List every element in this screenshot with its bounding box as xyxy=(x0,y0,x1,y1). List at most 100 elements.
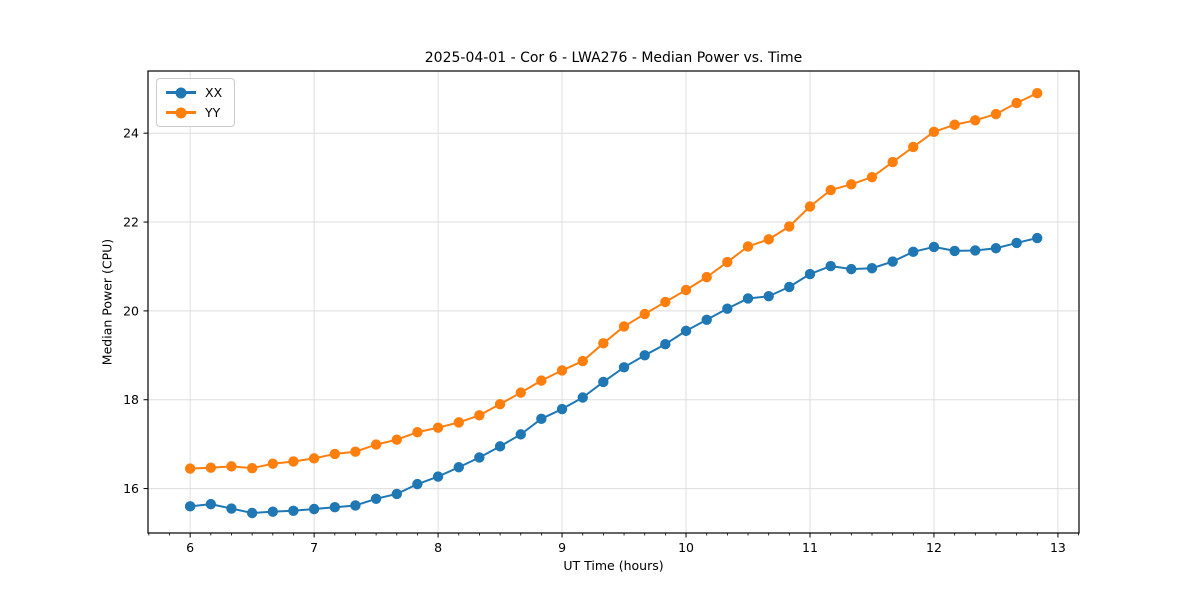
y-tick-label: 24 xyxy=(123,126,139,141)
series-xx-line xyxy=(190,237,1038,515)
y-tick-label: 18 xyxy=(123,392,139,407)
y-tick-label: 22 xyxy=(123,215,139,230)
series-yy-marker xyxy=(370,439,382,450)
legend-marker-icon xyxy=(166,107,196,118)
series-xx-marker xyxy=(639,350,650,361)
series-yy-marker xyxy=(680,284,692,296)
series-xx-marker xyxy=(412,478,423,490)
series-yy-marker xyxy=(412,426,423,438)
chart-title: 2025-04-01 - Cor 6 - LWA276 - Median Pow… xyxy=(424,50,803,66)
series-xx-marker xyxy=(226,503,237,514)
series-yy-marker xyxy=(267,458,279,469)
series-yy-marker xyxy=(908,141,919,153)
series-xx-marker xyxy=(267,506,279,517)
series-xx-marker xyxy=(577,392,588,403)
series-yy-marker xyxy=(618,321,630,332)
x-tick-label: 12 xyxy=(926,540,942,555)
series-xx-marker xyxy=(556,403,568,415)
series-yy-marker xyxy=(887,156,898,168)
grid-lines xyxy=(148,71,1079,533)
series-yy-marker xyxy=(784,221,795,232)
series-xx-marker xyxy=(825,260,836,272)
series-yy-marker xyxy=(246,462,258,474)
x-tick-label: 10 xyxy=(678,540,694,555)
series-yy-marker xyxy=(1032,88,1043,99)
y-tick-label: 16 xyxy=(123,481,139,496)
series-yy-marker xyxy=(763,234,774,245)
series-yy-marker xyxy=(804,201,816,212)
series-yy-marker xyxy=(598,338,609,349)
legend-label: YY xyxy=(205,105,221,120)
series-yy-marker xyxy=(660,296,671,308)
series-yy-marker xyxy=(970,115,981,126)
series-xx-marker xyxy=(784,281,795,293)
series-xx-marker xyxy=(701,314,712,325)
legend-entry-yy: YY xyxy=(166,105,222,120)
series-yy-marker xyxy=(556,365,568,376)
axes-spines xyxy=(147,70,1080,534)
series-yy-marker xyxy=(701,271,712,283)
series-xx-marker xyxy=(722,303,733,314)
series-xx-marker xyxy=(866,263,878,274)
series-xx-marker xyxy=(308,503,320,515)
series-xx-marker xyxy=(474,452,485,463)
series-xx-marker xyxy=(949,245,960,257)
series-yy-marker xyxy=(432,422,444,433)
series-xx-marker xyxy=(1011,237,1022,249)
series-yy-marker xyxy=(308,453,320,464)
series-yy-marker xyxy=(205,462,217,473)
series-yy-marker xyxy=(846,179,857,190)
series-xx-marker xyxy=(680,325,692,337)
series-xx-marker xyxy=(288,505,299,516)
series-xx-marker xyxy=(350,500,361,511)
series-xx-marker xyxy=(536,413,547,425)
series-yy-marker xyxy=(742,241,754,252)
series-xx-marker xyxy=(742,293,754,304)
legend-marker-icon xyxy=(166,87,196,98)
series-xx-marker xyxy=(660,339,671,350)
series-xx-marker xyxy=(453,462,464,473)
series-yy-marker xyxy=(391,434,403,445)
series-xx-marker xyxy=(432,471,444,482)
series-yy-marker xyxy=(866,171,878,183)
series-yy-marker xyxy=(329,448,341,460)
series-yy-marker xyxy=(1011,97,1022,109)
series-xx-marker xyxy=(246,507,258,519)
series-yy-marker xyxy=(536,375,547,386)
series-xx-marker xyxy=(928,241,940,253)
series-xx-marker xyxy=(370,493,382,504)
series-yy-marker xyxy=(577,355,588,367)
x-tick-label: 8 xyxy=(434,540,442,555)
series-yy-marker xyxy=(928,126,940,138)
legend-label: XX xyxy=(205,85,223,100)
series-yy-marker xyxy=(494,398,506,410)
series-yy xyxy=(184,88,1043,474)
x-axis-label: UT Time (hours) xyxy=(563,558,664,573)
series-xx-marker xyxy=(1032,232,1043,244)
series-xx-marker xyxy=(494,441,506,452)
series-xx-marker xyxy=(618,362,630,373)
series-yy-marker xyxy=(639,308,650,320)
series-yy-marker xyxy=(949,119,960,130)
series-yy-marker xyxy=(350,446,361,457)
y-axis-label: Median Power (CPU) xyxy=(99,238,115,366)
series-yy-marker xyxy=(990,108,1002,120)
series-xx-marker xyxy=(908,246,919,258)
series-xx-marker xyxy=(329,502,341,513)
legend-dot-icon xyxy=(175,87,187,98)
series-xx-marker xyxy=(846,263,857,275)
series-yy-marker xyxy=(184,463,196,474)
x-tick-label: 7 xyxy=(310,540,318,555)
series-xx-marker xyxy=(598,376,609,388)
series-xx-marker xyxy=(804,268,816,280)
series-xx-marker xyxy=(391,488,403,500)
x-tick-label: 9 xyxy=(558,540,566,555)
series-xx-marker xyxy=(970,245,981,256)
axis-ticks: 6 7 8 9 10 11 12 13 16 18 20 22 24 xyxy=(123,126,1080,555)
x-tick-label: 13 xyxy=(1050,540,1066,555)
series-yy-marker xyxy=(515,387,526,398)
series-xx-marker xyxy=(887,256,898,267)
series-xx-marker xyxy=(763,291,774,302)
